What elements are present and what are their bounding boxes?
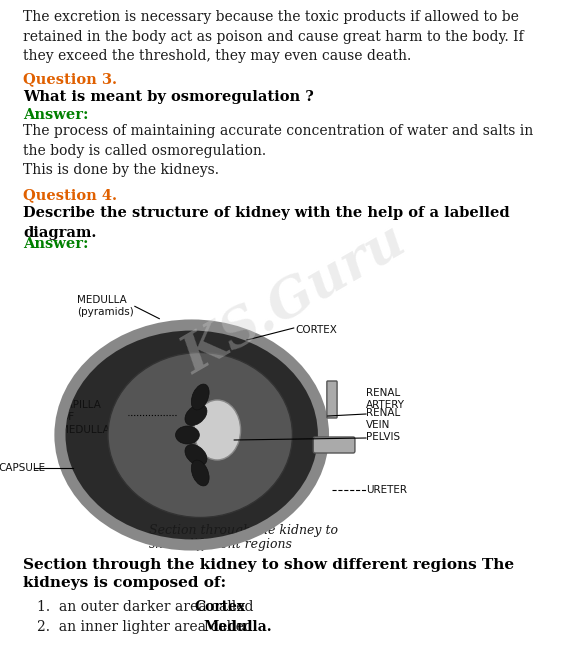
Ellipse shape xyxy=(191,384,209,410)
Text: show different regions: show different regions xyxy=(149,538,292,551)
Ellipse shape xyxy=(176,426,199,444)
Ellipse shape xyxy=(108,352,293,517)
FancyBboxPatch shape xyxy=(327,381,337,418)
Text: Answer:: Answer: xyxy=(24,108,89,122)
Text: Answer:: Answer: xyxy=(24,237,89,251)
Text: RENAL
ARTERY: RENAL ARTERY xyxy=(366,388,405,411)
Text: Medulla.: Medulla. xyxy=(203,620,272,634)
Text: CAPSULE: CAPSULE xyxy=(0,463,46,473)
Text: What is meant by osmoregulation ?: What is meant by osmoregulation ? xyxy=(24,90,314,104)
Ellipse shape xyxy=(185,405,207,425)
Text: The excretion is necessary because the toxic products if allowed to be
retained : The excretion is necessary because the t… xyxy=(24,10,524,63)
Text: CORTEX: CORTEX xyxy=(295,325,338,335)
Ellipse shape xyxy=(60,325,324,545)
Text: 1.  an outer darker area called: 1. an outer darker area called xyxy=(37,600,258,614)
Ellipse shape xyxy=(194,400,241,460)
Text: Question 3.: Question 3. xyxy=(24,72,118,86)
FancyBboxPatch shape xyxy=(313,437,355,453)
Text: Cortex: Cortex xyxy=(194,600,245,614)
Text: PAPILLA
OF
MEDULLA: PAPILLA OF MEDULLA xyxy=(60,400,109,435)
Text: The process of maintaining accurate concentration of water and salts in
the body: The process of maintaining accurate conc… xyxy=(24,124,533,177)
Text: RENAL
VEIN: RENAL VEIN xyxy=(366,408,400,430)
Text: 2.  an inner lighter area called: 2. an inner lighter area called xyxy=(37,620,257,634)
Text: Section through the kidney to show different regions The
kidneys is composed of:: Section through the kidney to show diffe… xyxy=(24,558,514,590)
Text: Describe the structure of kidney with the help of a labelled
diagram.: Describe the structure of kidney with th… xyxy=(24,206,510,239)
Text: URETER: URETER xyxy=(366,485,407,495)
Ellipse shape xyxy=(185,444,207,466)
Text: Question 4.: Question 4. xyxy=(24,188,118,202)
Text: PELVIS: PELVIS xyxy=(366,432,400,442)
Text: KS.Guru: KS.Guru xyxy=(173,216,415,385)
Ellipse shape xyxy=(191,460,209,486)
Text: MEDULLA
(pyramids): MEDULLA (pyramids) xyxy=(77,295,134,318)
Text: Section through the kidney to: Section through the kidney to xyxy=(149,524,338,537)
